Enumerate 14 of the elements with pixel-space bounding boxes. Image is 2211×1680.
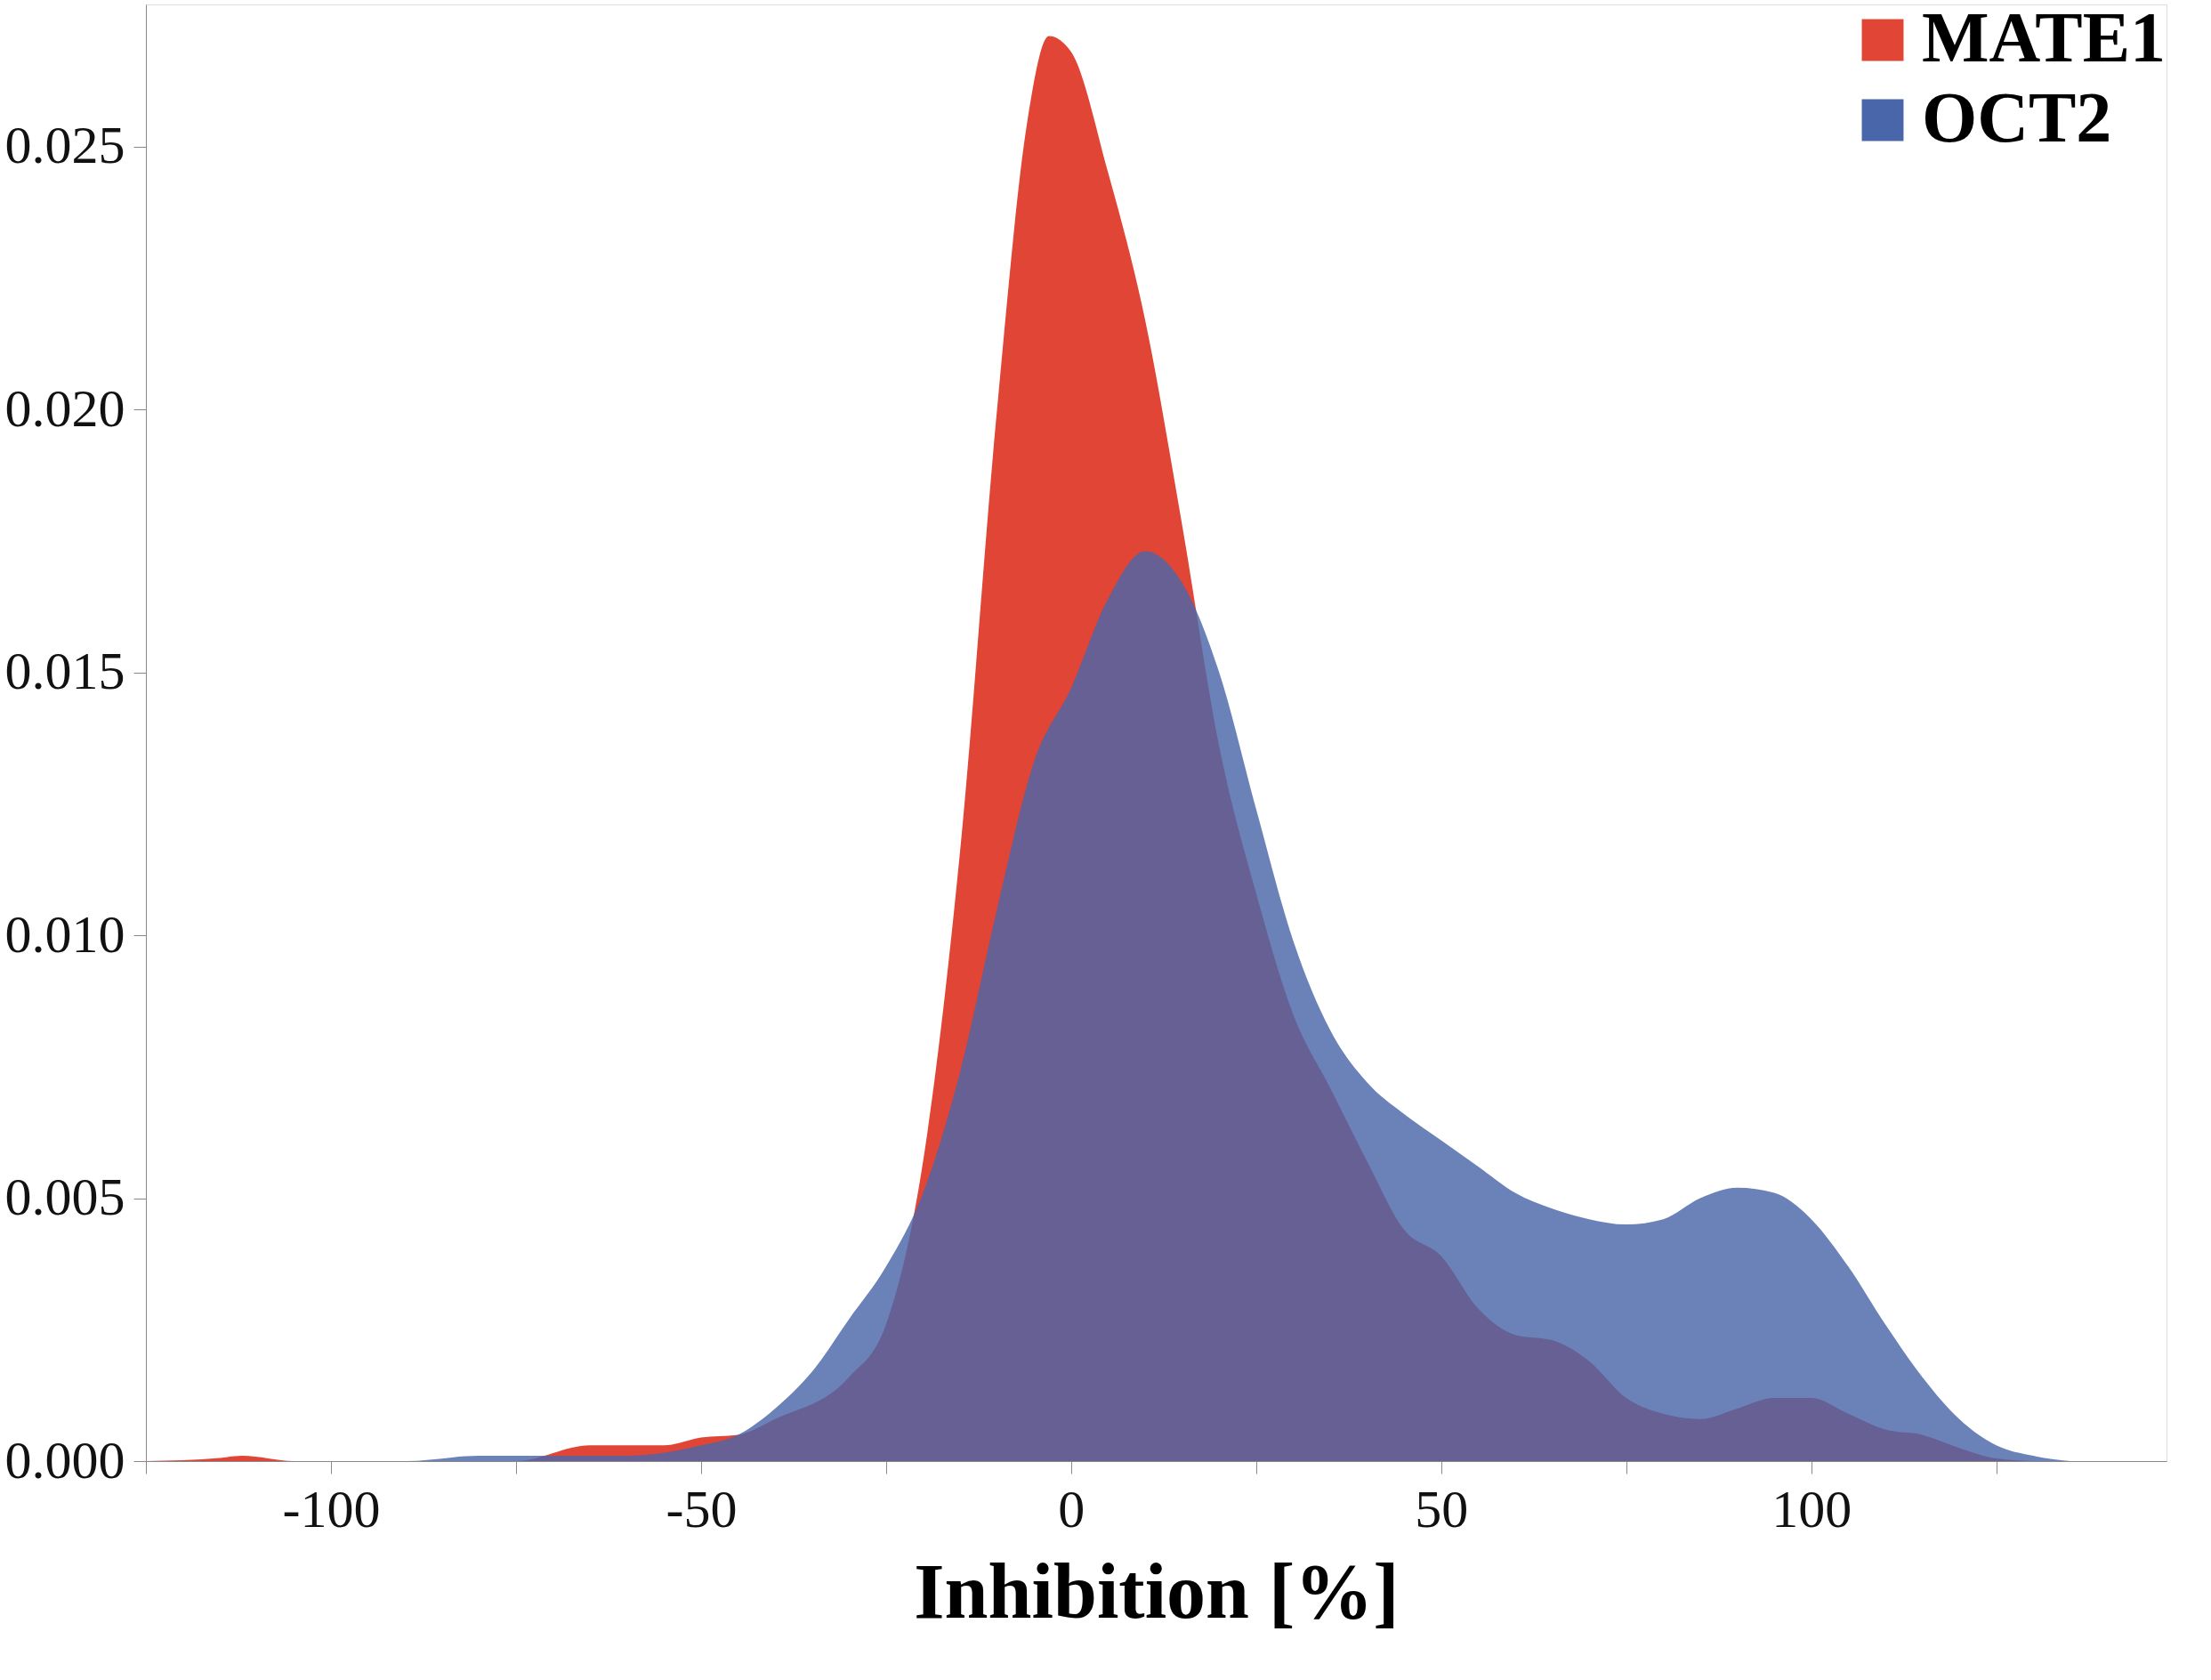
y-tick-label: 0.015 [4,642,125,701]
x-tick-label: 0 [1058,1479,1085,1539]
y-tick-label: 0.025 [4,116,125,175]
y-tick-label: 0.010 [4,904,125,964]
y-tick-label: 0.000 [4,1430,125,1490]
x-tick-label: -50 [666,1479,738,1539]
legend-label: MATE1 [1922,0,2167,77]
y-tick-label: 0.005 [4,1167,125,1227]
x-tick-label: 50 [1415,1479,1469,1539]
x-tick-label: -100 [282,1479,381,1539]
x-axis-title: Inhibition [%] [914,1547,1400,1635]
y-tick-label: 0.020 [4,378,125,438]
x-tick-label: 100 [1771,1479,1852,1539]
legend-label: OCT2 [1922,78,2112,157]
